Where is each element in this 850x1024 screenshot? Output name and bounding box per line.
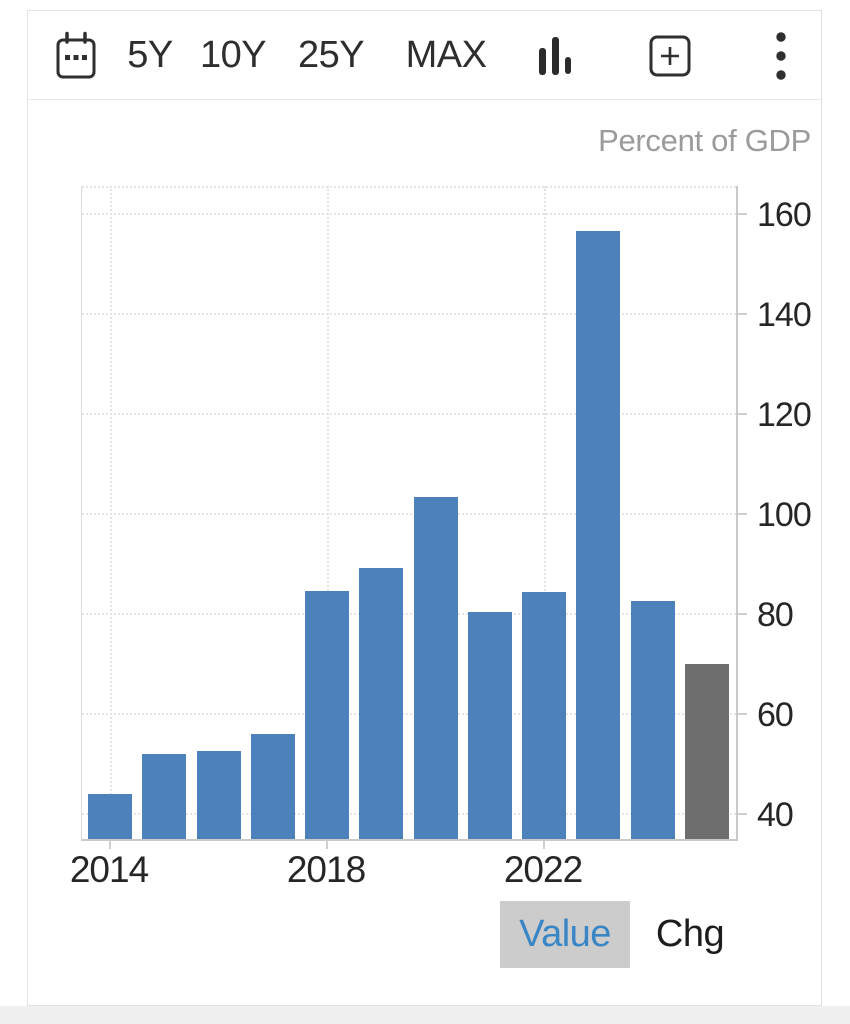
add-compare-button[interactable]: [644, 11, 696, 100]
gridline-y-120: [82, 413, 736, 415]
range-label: 10Y: [199, 34, 267, 76]
y-axis-label-120: 120: [757, 396, 812, 434]
x-tick-2014: [109, 841, 111, 849]
value-toggle-button[interactable]: Value: [500, 901, 630, 968]
chart-card: 5Y 10Y 25Y MAX: [27, 10, 822, 1006]
menu-button[interactable]: [764, 11, 798, 100]
x-axis-label-2018: 2018: [286, 849, 366, 890]
chart-toolbar: 5Y 10Y 25Y MAX: [28, 11, 821, 100]
x-axis-label-2014: 2014: [69, 849, 149, 890]
page-bottom-strip: [0, 1006, 850, 1024]
gridline-y-160: [82, 213, 736, 215]
plot-area: [81, 186, 738, 841]
y-axis-label-100: 100: [757, 496, 812, 534]
gridline-top: [82, 186, 736, 188]
y-tick-120: [738, 413, 747, 415]
y-tick-140: [738, 313, 747, 315]
y-axis-label-40: 40: [757, 796, 794, 834]
gridline-y-100: [82, 513, 736, 515]
gridline-y-40: [82, 813, 736, 815]
bar-2015[interactable]: [142, 754, 187, 839]
kebab-menu-icon: [775, 31, 787, 81]
add-compare-icon: [649, 35, 691, 77]
bar-2016[interactable]: [196, 751, 241, 839]
y-axis-label-140: 140: [757, 296, 812, 334]
bar-2024[interactable]: [630, 601, 675, 839]
gridline-y-60: [82, 713, 736, 715]
bar-2019[interactable]: [359, 568, 404, 839]
chg-toggle-label: Chg: [655, 913, 725, 955]
bar-chart-icon: [537, 36, 575, 76]
gridline-x-2018: [327, 186, 329, 839]
range-button-max[interactable]: MAX: [405, 11, 487, 100]
bar-2022[interactable]: [522, 592, 566, 839]
calendar-button[interactable]: [50, 11, 102, 100]
range-label: MAX: [405, 34, 487, 76]
y-tick-160: [738, 213, 747, 215]
gridline-y-80: [82, 613, 736, 615]
range-button-10y[interactable]: 10Y: [198, 11, 268, 100]
axis-unit-label: Percent of GDP: [598, 123, 811, 158]
gridline-y-140: [82, 313, 736, 315]
y-axis-label-80: 80: [757, 596, 794, 634]
bar-2021[interactable]: [467, 612, 512, 839]
bar-2017[interactable]: [250, 734, 295, 839]
y-tick-60: [738, 713, 747, 715]
calendar-icon: [55, 31, 97, 81]
x-axis-label-2022: 2022: [503, 849, 583, 890]
value-toggle-label: Value: [519, 913, 611, 955]
range-label: 5Y: [127, 34, 173, 76]
bar-2023[interactable]: [576, 231, 621, 839]
gridline-x-2022: [544, 186, 546, 839]
chg-toggle-button[interactable]: Chg: [634, 901, 746, 968]
bar-2014[interactable]: [88, 794, 132, 839]
y-tick-40: [738, 813, 747, 815]
range-label: 25Y: [297, 34, 365, 76]
y-axis-label-60: 60: [757, 696, 794, 734]
range-button-25y[interactable]: 25Y: [296, 11, 366, 100]
y-axis-label-160: 160: [757, 196, 812, 234]
gridline-x-2014: [110, 186, 112, 839]
bar-2025[interactable]: [684, 664, 729, 839]
chart-region: 40 60 80 100 120 140 160 2014 2018 2022: [70, 186, 823, 911]
bar-2020[interactable]: [413, 497, 458, 839]
y-tick-100: [738, 513, 747, 515]
x-tick-2022: [543, 841, 545, 849]
chart-type-button[interactable]: [530, 11, 582, 100]
bar-2018[interactable]: [305, 591, 349, 839]
x-tick-2018: [326, 841, 328, 849]
y-tick-80: [738, 613, 747, 615]
range-button-5y[interactable]: 5Y: [120, 11, 180, 100]
